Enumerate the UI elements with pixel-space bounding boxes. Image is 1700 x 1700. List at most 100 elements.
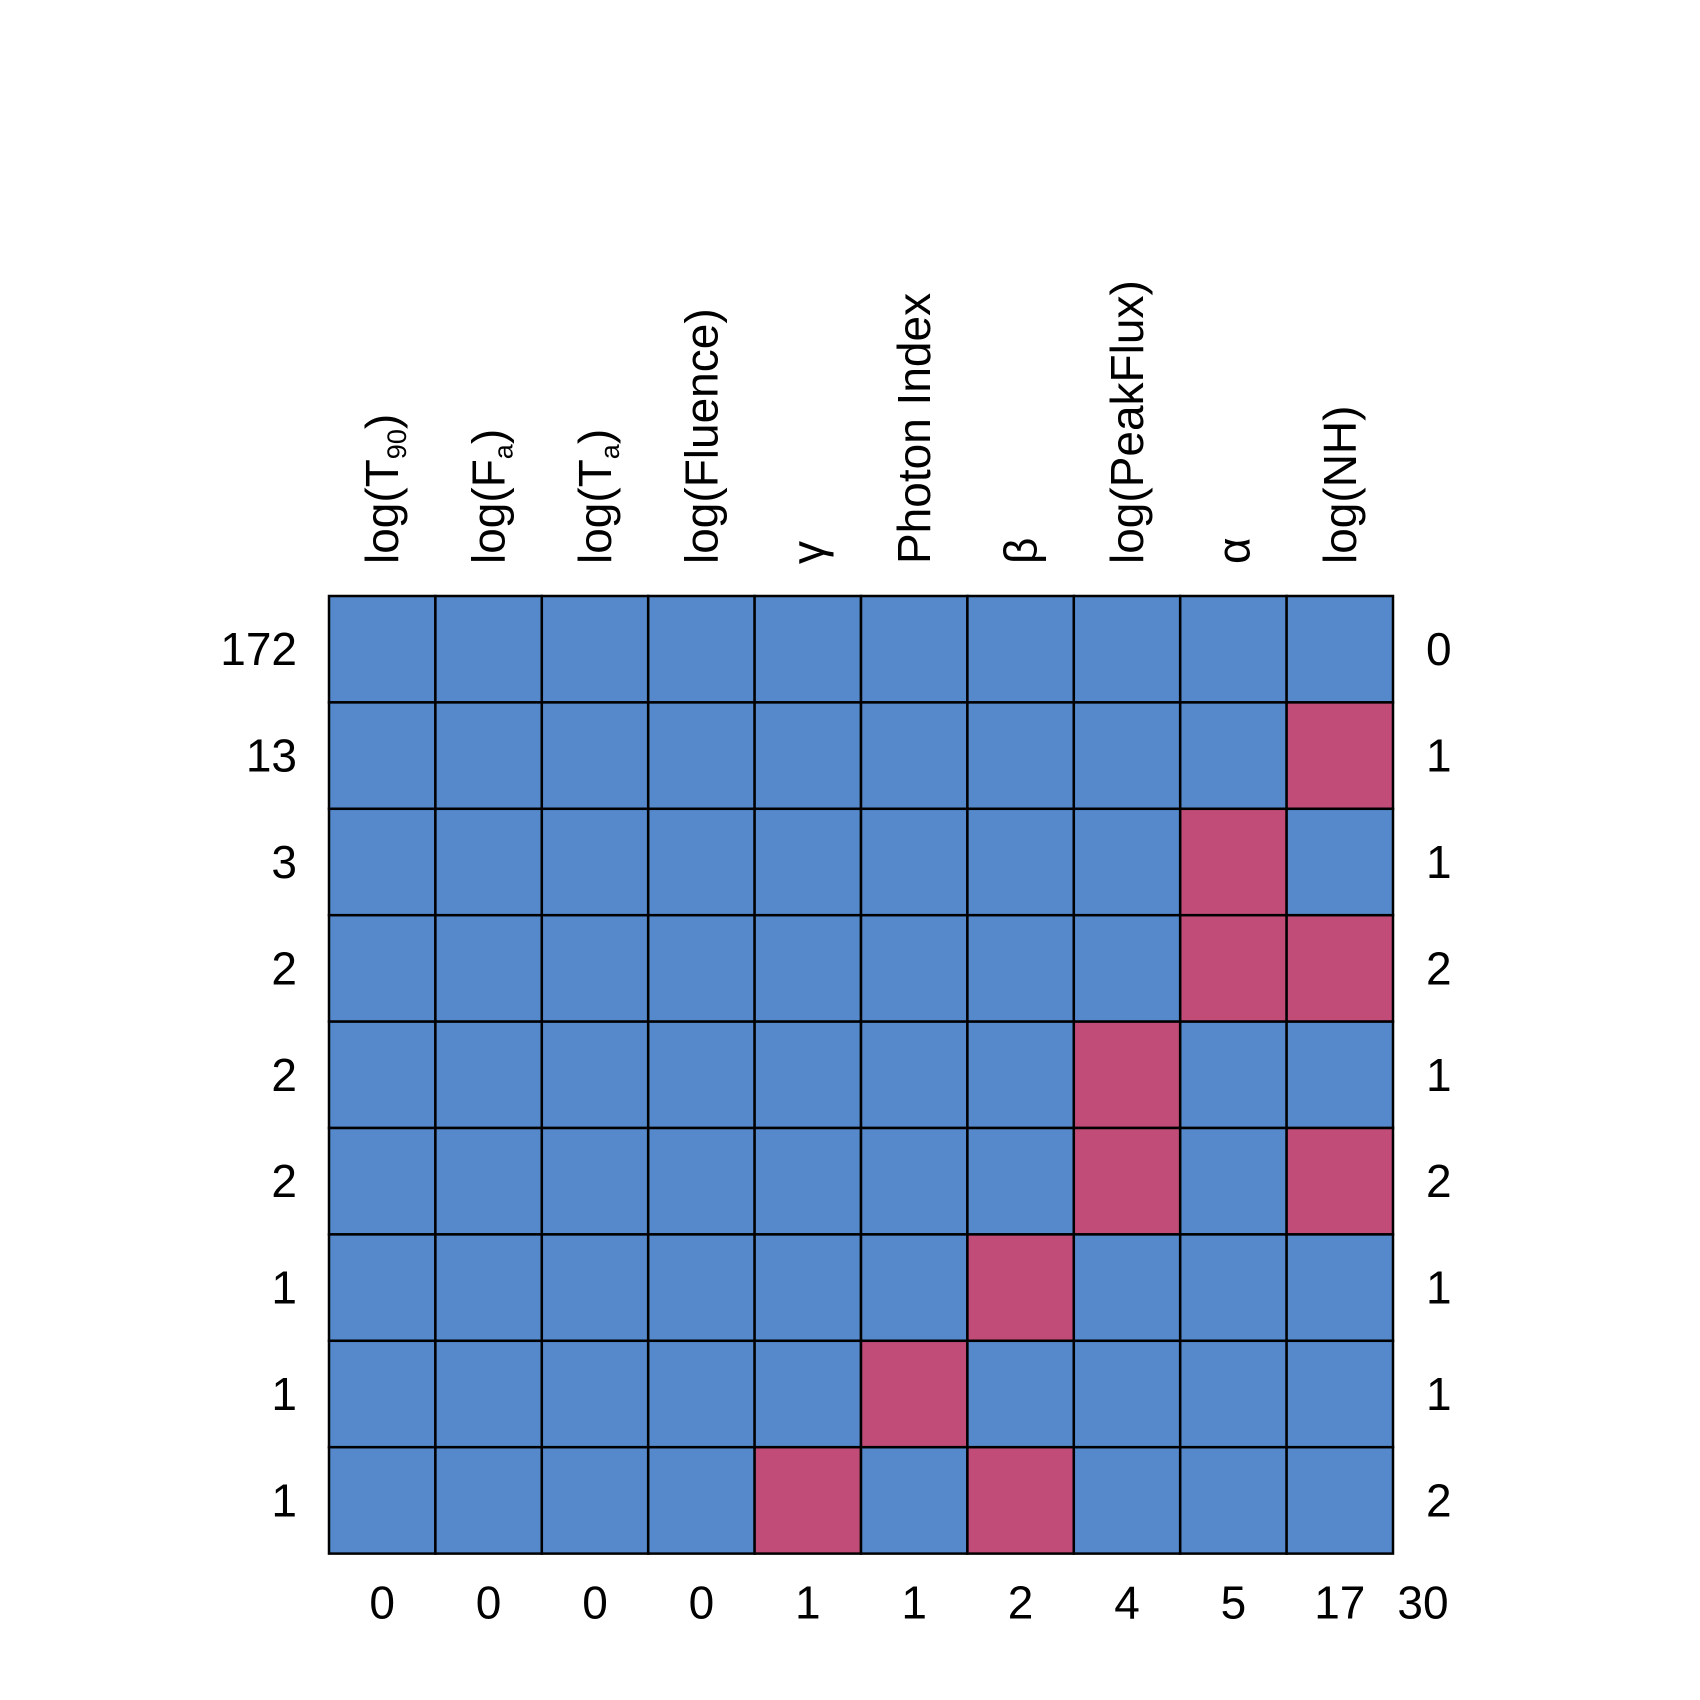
cell-observed bbox=[327, 913, 437, 1023]
cell-observed bbox=[1072, 913, 1182, 1023]
variable-label: β bbox=[995, 538, 1047, 564]
total-missing-label: 30 bbox=[1397, 1577, 1448, 1629]
cell-observed bbox=[859, 701, 969, 811]
cell-observed bbox=[1178, 1126, 1288, 1236]
variable-label-tail: ) bbox=[463, 429, 515, 444]
row-missing-count-label: 1 bbox=[1426, 836, 1452, 888]
variable-label-text: log(T bbox=[569, 459, 621, 564]
cell-observed bbox=[1285, 594, 1395, 704]
pattern-cells bbox=[327, 594, 1395, 1555]
cell-observed bbox=[859, 1020, 969, 1130]
cell-observed bbox=[753, 807, 863, 917]
row-frequency-label: 1 bbox=[271, 1474, 297, 1526]
variable-label-subscript: 90 bbox=[382, 429, 412, 459]
variable-label-text: log(Fluence) bbox=[675, 308, 727, 564]
variable-label-text: α bbox=[1207, 537, 1259, 564]
cell-observed bbox=[540, 807, 650, 917]
cell-observed bbox=[859, 1233, 969, 1343]
cell-observed bbox=[1178, 594, 1288, 704]
cell-observed bbox=[646, 1445, 756, 1555]
column-missing-count-label: 4 bbox=[1114, 1577, 1140, 1629]
cell-observed bbox=[966, 701, 1076, 811]
cell-observed bbox=[327, 1020, 437, 1130]
cell-observed bbox=[1285, 1445, 1395, 1555]
cell-observed bbox=[646, 1126, 756, 1236]
cell-observed bbox=[646, 1020, 756, 1130]
cell-observed bbox=[434, 913, 544, 1023]
row-frequency-labels: 172 13 3 2 2 2 1 1 1 bbox=[220, 623, 297, 1526]
cell-observed bbox=[1072, 807, 1182, 917]
cell-missing bbox=[1072, 1020, 1182, 1130]
cell-missing bbox=[966, 1445, 1076, 1555]
variable-label-subscript: a bbox=[489, 443, 519, 459]
variable-label-subscript: a bbox=[595, 443, 625, 459]
column-missing-count-label: 0 bbox=[582, 1577, 608, 1629]
cell-observed bbox=[540, 1445, 650, 1555]
cell-observed bbox=[1072, 594, 1182, 704]
column-missing-count-label: 5 bbox=[1221, 1577, 1247, 1629]
row-frequency-label: 1 bbox=[271, 1368, 297, 1420]
variable-label-text: log(NH) bbox=[1314, 406, 1366, 564]
cell-observed bbox=[540, 1339, 650, 1449]
cell-observed bbox=[434, 1233, 544, 1343]
variable-label-text: β bbox=[995, 538, 1047, 564]
cell-observed bbox=[1178, 1339, 1288, 1449]
variable-label-text: log(PeakFlux) bbox=[1101, 280, 1153, 564]
cell-observed bbox=[1285, 807, 1395, 917]
column-missing-count-label: 17 bbox=[1314, 1577, 1365, 1629]
column-missing-count-label: 0 bbox=[369, 1577, 395, 1629]
cell-observed bbox=[753, 1126, 863, 1236]
cell-observed bbox=[434, 594, 544, 704]
cell-observed bbox=[540, 701, 650, 811]
cell-observed bbox=[753, 701, 863, 811]
cell-observed bbox=[434, 807, 544, 917]
row-missing-count-label: 1 bbox=[1426, 1049, 1452, 1101]
cell-observed bbox=[859, 1445, 969, 1555]
cell-observed bbox=[753, 913, 863, 1023]
variable-label-tail: ) bbox=[569, 429, 621, 444]
cell-observed bbox=[753, 1339, 863, 1449]
cell-observed bbox=[646, 1233, 756, 1343]
variable-label: γ bbox=[782, 541, 834, 564]
cell-observed bbox=[646, 913, 756, 1023]
cell-observed bbox=[540, 1126, 650, 1236]
cell-observed bbox=[1178, 701, 1288, 811]
variable-label: log(PeakFlux) bbox=[1101, 280, 1153, 564]
cell-observed bbox=[434, 1445, 544, 1555]
cell-observed bbox=[1178, 1020, 1288, 1130]
cell-observed bbox=[1072, 1339, 1182, 1449]
column-missing-count-label: 1 bbox=[901, 1577, 927, 1629]
variable-label: log(Fluence) bbox=[675, 308, 727, 564]
cell-observed bbox=[540, 594, 650, 704]
cell-observed bbox=[540, 913, 650, 1023]
cell-observed bbox=[646, 807, 756, 917]
cell-observed bbox=[966, 807, 1076, 917]
cell-observed bbox=[753, 594, 863, 704]
row-missing-count-label: 2 bbox=[1426, 1155, 1452, 1207]
cell-observed bbox=[859, 594, 969, 704]
cell-observed bbox=[1178, 1233, 1288, 1343]
cell-observed bbox=[966, 1020, 1076, 1130]
column-missing-count-label: 0 bbox=[476, 1577, 502, 1629]
cell-observed bbox=[540, 1233, 650, 1343]
column-missing-count-label: 0 bbox=[689, 1577, 715, 1629]
cell-missing bbox=[753, 1445, 863, 1555]
variable-labels: log(T90)log(Fa)log(Ta) log(Fluence) γ Photo… bbox=[356, 280, 1366, 564]
column-missing-count-label: 2 bbox=[1008, 1577, 1034, 1629]
row-missing-count-label: 2 bbox=[1426, 942, 1452, 994]
cell-observed bbox=[966, 1126, 1076, 1236]
row-frequency-label: 3 bbox=[271, 836, 297, 888]
cell-observed bbox=[327, 594, 437, 704]
variable-label-text: Photon Index bbox=[888, 293, 940, 564]
cell-observed bbox=[1072, 1233, 1182, 1343]
column-missing-count-labels: 0 0 0 0 1 1 2 4 5 17 30 bbox=[369, 1577, 1448, 1629]
cell-observed bbox=[859, 1126, 969, 1236]
cell-missing bbox=[966, 1233, 1076, 1343]
row-frequency-label: 13 bbox=[246, 730, 297, 782]
cell-observed bbox=[327, 1233, 437, 1343]
row-frequency-label: 2 bbox=[271, 942, 297, 994]
row-missing-count-label: 1 bbox=[1426, 1368, 1452, 1420]
variable-label-text: log(F bbox=[463, 459, 515, 564]
variable-label-tail: ) bbox=[356, 414, 408, 429]
